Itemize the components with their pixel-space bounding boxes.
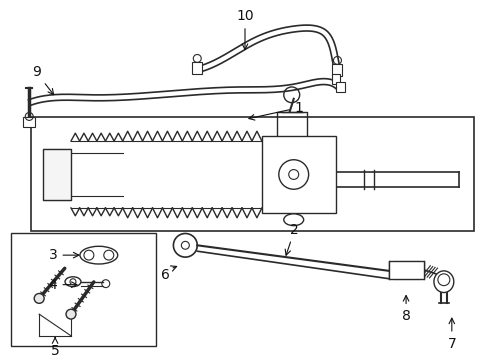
Text: 1: 1	[248, 100, 303, 120]
Bar	[43, 149, 71, 200]
Bar	[23, 117, 35, 127]
Bar	[192, 62, 202, 74]
Ellipse shape	[65, 277, 81, 287]
Text: 10: 10	[236, 9, 253, 49]
Ellipse shape	[283, 214, 303, 226]
Text: 4: 4	[49, 278, 77, 292]
Text: 5: 5	[51, 338, 60, 357]
Text: 3: 3	[49, 248, 79, 262]
Bar	[31, 117, 473, 230]
Ellipse shape	[66, 309, 76, 319]
Text: 7: 7	[447, 318, 455, 351]
Text: 9: 9	[32, 65, 54, 95]
Text: 2: 2	[285, 222, 299, 255]
Bar	[262, 136, 336, 213]
Text: 8: 8	[401, 296, 409, 323]
Ellipse shape	[34, 293, 44, 303]
Ellipse shape	[80, 246, 118, 264]
Bar	[388, 261, 423, 279]
Bar	[11, 233, 155, 346]
Bar	[336, 82, 345, 92]
Bar	[332, 64, 342, 76]
Text: 6: 6	[161, 268, 169, 282]
Ellipse shape	[433, 271, 453, 293]
Bar	[331, 74, 340, 84]
